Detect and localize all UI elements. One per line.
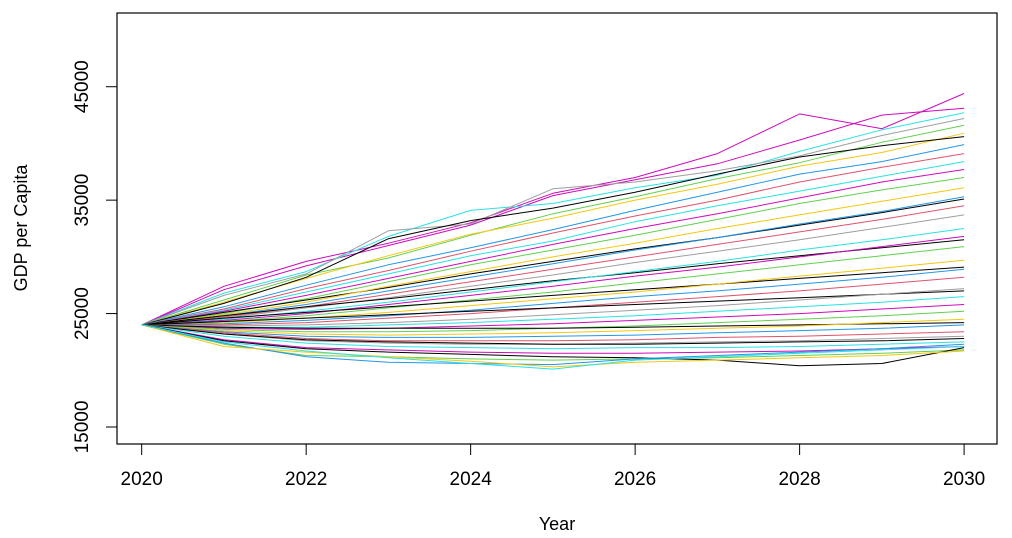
- series-line: [141, 144, 965, 326]
- series-line: [141, 290, 965, 326]
- series-line: [141, 196, 965, 326]
- x-axis-title: Year: [539, 514, 575, 534]
- x-tick-label: 2028: [778, 469, 820, 490]
- series-line: [141, 324, 965, 366]
- series-line: [141, 169, 965, 326]
- series-line: [141, 235, 965, 326]
- series-line: [141, 324, 965, 338]
- series-line: [141, 153, 965, 326]
- x-tick-label: 2022: [285, 469, 327, 490]
- series-line: [141, 324, 965, 354]
- series-line: [141, 161, 965, 326]
- series-line: [141, 124, 965, 326]
- y-tick-label: 15000: [72, 401, 93, 454]
- series-line: [141, 246, 965, 326]
- series-line: [141, 205, 965, 326]
- series-line: [141, 177, 965, 326]
- x-tick-label: 2030: [943, 469, 985, 490]
- y-tick-label: 35000: [72, 174, 93, 227]
- x-tick-label: 2026: [614, 469, 656, 490]
- series-line: [141, 118, 965, 326]
- y-tick-label: 25000: [72, 287, 93, 340]
- series-line: [141, 324, 965, 342]
- series-line: [141, 324, 965, 350]
- series-line: [141, 107, 965, 326]
- series-line: [141, 318, 965, 336]
- series-line: [141, 268, 965, 326]
- x-tick-label: 2020: [121, 469, 163, 490]
- x-tick-label: 2024: [450, 469, 493, 490]
- series-line: [141, 304, 965, 330]
- series-line: [141, 266, 965, 326]
- series-line: [141, 324, 965, 345]
- series-line: [141, 93, 965, 326]
- series-line: [141, 187, 965, 326]
- series-lines: [141, 93, 965, 370]
- series-line: [141, 288, 965, 327]
- series-line: [141, 198, 965, 326]
- series-line: [141, 324, 965, 367]
- series-line: [141, 324, 965, 368]
- y-axis: 15000 25000 35000 45000: [72, 60, 118, 454]
- x-axis: 2020 2022 2024 2026 2028 2030: [121, 443, 985, 490]
- series-line: [141, 112, 965, 326]
- series-line: [141, 214, 965, 326]
- series-line: [141, 136, 965, 326]
- y-tick-label: 45000: [72, 60, 93, 113]
- y-axis-title: GDP per Capita: [11, 164, 31, 292]
- series-line: [141, 324, 965, 370]
- series-line: [141, 296, 965, 328]
